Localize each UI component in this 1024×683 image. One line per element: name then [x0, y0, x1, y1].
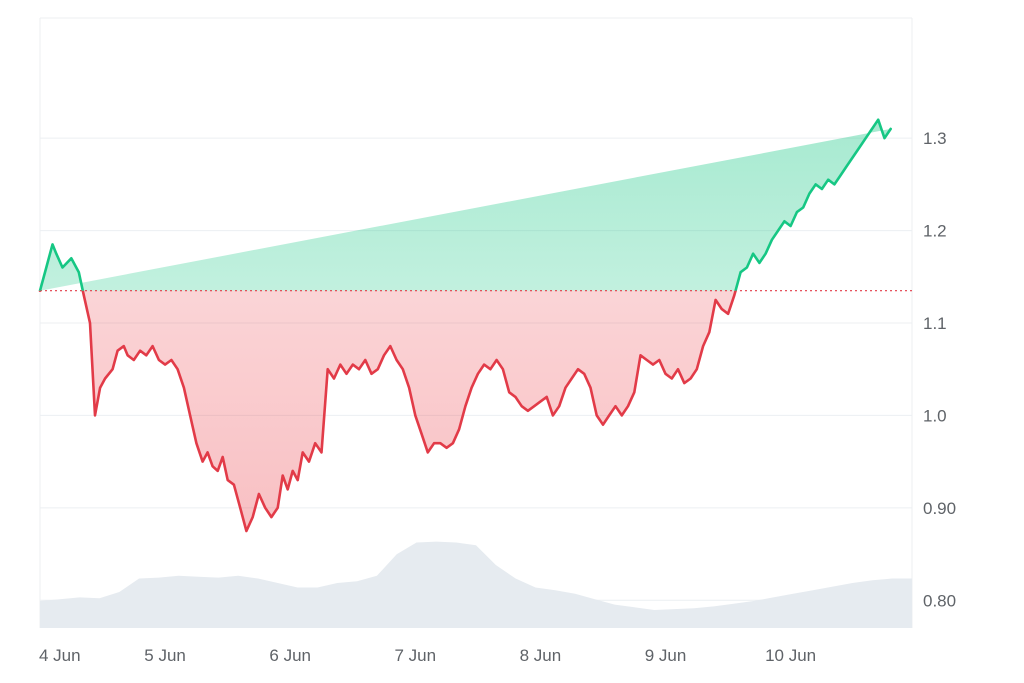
x-tick-label: 10 Jun — [765, 646, 816, 665]
x-tick-label: 7 Jun — [395, 646, 437, 665]
fill-above-baseline — [40, 119, 891, 291]
y-tick-label: 0.80 — [923, 591, 956, 610]
volume-shape — [40, 541, 912, 628]
y-tick-label: 1.3 — [923, 129, 947, 148]
line-up-segment — [38, 118, 892, 291]
price-fill — [40, 119, 891, 531]
x-axis: 4 Jun 5 Jun 6 Jun 7 Jun 8 Jun 9 Jun 10 Jun — [39, 646, 816, 665]
x-tick-label: 9 Jun — [645, 646, 687, 665]
price-line — [38, 118, 892, 533]
x-tick-label: 5 Jun — [144, 646, 186, 665]
y-tick-label: 1.0 — [923, 406, 947, 425]
y-tick-label: 0.90 — [923, 499, 956, 518]
y-axis: 1.3 1.2 1.1 1.0 0.90 0.80 — [923, 129, 956, 610]
fill-below-baseline — [82, 290, 736, 531]
x-tick-label: 8 Jun — [520, 646, 562, 665]
line-down-segment — [38, 290, 737, 533]
y-tick-label: 1.1 — [923, 314, 947, 333]
x-tick-label: 4 Jun — [39, 646, 81, 665]
x-tick-label: 6 Jun — [269, 646, 311, 665]
volume-area — [40, 541, 912, 628]
y-tick-label: 1.2 — [923, 222, 947, 241]
